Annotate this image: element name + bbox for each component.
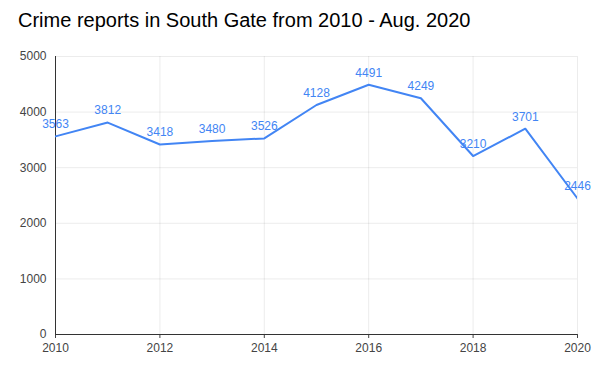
svg-text:3210: 3210 xyxy=(460,137,487,151)
svg-text:4128: 4128 xyxy=(303,86,330,100)
svg-text:2446: 2446 xyxy=(564,179,591,193)
html-text:Crime reports in South Gate fr: Crime reports in South Gate from 2010 - … xyxy=(18,9,471,31)
svg-text:3701: 3701 xyxy=(512,110,539,124)
svg-text:1000: 1000 xyxy=(20,272,47,286)
svg-text:4249: 4249 xyxy=(408,79,435,93)
svg-text:4000: 4000 xyxy=(19,104,47,119)
svg-text:3812: 3812 xyxy=(94,103,121,117)
svg-text:2014: 2014 xyxy=(251,341,278,355)
svg-text:3480: 3480 xyxy=(199,122,226,136)
svg-text:3418: 3418 xyxy=(147,125,174,139)
svg-text:2020: 2020 xyxy=(564,341,591,355)
svg-text:2012: 2012 xyxy=(147,341,174,355)
svg-text:0: 0 xyxy=(40,327,47,341)
svg-text:3526: 3526 xyxy=(251,119,278,133)
svg-text:4491: 4491 xyxy=(355,66,382,80)
svg-text:3563: 3563 xyxy=(42,117,69,131)
svg-text:2000: 2000 xyxy=(20,216,47,230)
svg-text:2016: 2016 xyxy=(355,341,382,355)
svg-text:2010: 2010 xyxy=(42,341,69,355)
svg-text:5000: 5000 xyxy=(20,49,47,63)
svg-text:3000: 3000 xyxy=(20,161,47,175)
svg-text:2018: 2018 xyxy=(460,341,487,355)
